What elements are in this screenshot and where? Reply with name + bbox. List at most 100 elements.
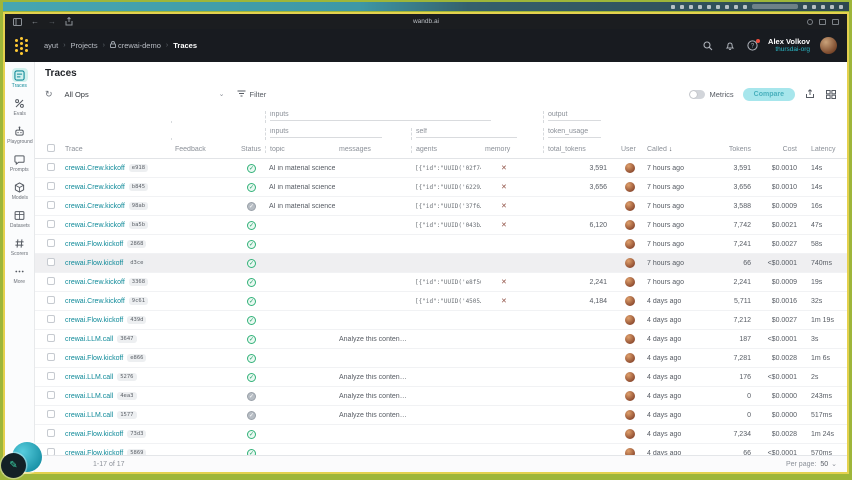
models-icon [12,180,28,194]
trace-link[interactable]: crewai.Flow.kickoff [65,430,124,438]
notifications-bell-icon[interactable] [724,40,736,52]
per-page-select[interactable]: 50 ⌄ [820,460,837,469]
row-checkbox[interactable] [47,315,55,323]
row-checkbox[interactable] [47,410,55,418]
row-checkbox[interactable] [47,163,55,171]
row-checkbox[interactable] [47,334,55,342]
breadcrumb-projects[interactable]: Projects [70,41,98,50]
breadcrumb-entity[interactable]: ayut [44,41,59,50]
trace-table-row[interactable]: crewai.LLM.call 4ea3 ✓ Analyze this conten…… [35,387,847,406]
refresh-icon[interactable]: ↻ [45,88,53,99]
latency-cell: 32s [811,297,823,305]
column-header-called[interactable]: Called ↓ [647,145,673,153]
trace-table-row[interactable]: crewai.Crew.kickoff 3368 ✓ [{"id":"UUID('e8… [35,273,847,292]
trace-link[interactable]: crewai.LLM.call [65,411,114,419]
column-header-status[interactable]: Status [241,145,261,153]
column-header-tokens[interactable]: Tokens [728,145,751,153]
row-checkbox[interactable] [47,277,55,285]
trace-table-row[interactable]: crewai.Crew.kickoff ba5b ✓ [{"id":"UUID('04… [35,216,847,235]
sidebar-item-datasets[interactable]: Datasets [6,206,34,231]
trace-table-row[interactable]: crewai.LLM.call 1577 ✓ Analyze this conten…… [35,406,847,425]
trace-link[interactable]: crewai.Crew.kickoff [65,202,125,210]
trace-id-badge: 3368 [128,278,149,286]
url-bar[interactable]: wandb.ai [412,18,440,25]
trace-link[interactable]: crewai.Flow.kickoff [65,449,124,456]
trace-link[interactable]: crewai.Crew.kickoff [65,278,125,286]
trace-table-row[interactable]: crewai.Crew.kickoff 98ab ✓ AI in material s… [35,197,847,216]
extension-icon[interactable] [807,18,813,25]
row-checkbox[interactable] [47,391,55,399]
row-checkbox[interactable] [47,182,55,190]
column-header-trace[interactable]: Trace [65,145,83,153]
sidebar-item-more[interactable]: More [6,262,34,287]
sidebar-item-evals[interactable]: Evals [6,94,34,119]
export-icon[interactable] [804,88,816,100]
back-icon[interactable]: ← [31,17,39,26]
column-header-latency[interactable]: Latency [811,145,836,153]
trace-table-row[interactable]: crewai.LLM.call 3647 ✓ Analyze this conten…… [35,330,847,349]
compare-button[interactable]: Compare [742,87,795,101]
row-checkbox[interactable] [47,372,55,380]
sidebar-item-models[interactable]: Models [6,178,34,203]
user-org[interactable]: thursdai-org [775,46,810,54]
column-header-memory[interactable]: memory [485,145,511,153]
trace-link[interactable]: crewai.Flow.kickoff [65,354,124,362]
help-icon[interactable]: ? [746,38,761,52]
trace-table-row[interactable]: crewai.Crew.kickoff e918 ✓ AI in material s… [35,159,847,178]
trace-link[interactable]: crewai.Flow.kickoff [65,316,124,324]
trace-link[interactable]: crewai.Crew.kickoff [65,221,125,229]
row-checkbox[interactable] [47,220,55,228]
sidebar-item-traces[interactable]: Traces [6,66,34,91]
trace-table-row[interactable]: crewai.Flow.kickoff 439d ✓ 4 days ago 7,212 $… [35,311,847,330]
sidebar-item-scorers[interactable]: Scorers [6,234,34,259]
sidebar-item-playground[interactable]: Playground [6,122,34,147]
trace-table-row[interactable]: crewai.LLM.call 5276 ✓ Analyze this conten…… [35,368,847,387]
trace-table-row[interactable]: crewai.Flow.kickoff 73d3 ✓ 4 days ago 7,234 $… [35,425,847,444]
annotation-tool-bubble[interactable]: ✎ [1,453,26,478]
trace-link[interactable]: crewai.Crew.kickoff [65,297,125,305]
row-checkbox[interactable] [47,448,55,455]
column-header-user[interactable]: User [621,145,636,153]
trace-link[interactable]: crewai.Flow.kickoff [65,259,124,267]
row-checkbox[interactable] [47,258,55,266]
trace-table-row[interactable]: crewai.Flow.kickoff 5869 ✓ 4 days ago 66 <$0.… [35,444,847,455]
column-header-cost[interactable]: Cost [782,145,797,153]
column-header-messages[interactable]: messages [339,145,371,153]
ops-filter-select[interactable]: All Ops ⌄ [61,88,229,101]
breadcrumb-traces[interactable]: Traces [173,41,198,50]
wandb-logo[interactable] [15,36,32,55]
sidebar-toggle-icon[interactable] [13,17,22,26]
forward-icon[interactable]: → [48,17,56,26]
search-icon[interactable] [702,40,714,52]
trace-link[interactable]: crewai.LLM.call [65,373,114,381]
trace-table-row[interactable]: crewai.Crew.kickoff 9c61 ✓ [{"id":"UUID('45… [35,292,847,311]
trace-table-row[interactable]: crewai.Crew.kickoff b845 ✓ AI in material s… [35,178,847,197]
breadcrumb-project[interactable]: crewai-demo [109,41,161,50]
sidebar-item-prompts[interactable]: Prompts [6,150,34,175]
column-header-topic[interactable]: topic [265,145,335,153]
trace-table-row[interactable]: crewai.Flow.kickoff e866 ✓ 4 days ago 7,281 $… [35,349,847,368]
trace-link[interactable]: crewai.LLM.call [65,392,114,400]
row-checkbox[interactable] [47,201,55,209]
trace-link[interactable]: crewai.Flow.kickoff [65,240,124,248]
select-all-checkbox[interactable] [47,144,55,152]
row-checkbox[interactable] [47,239,55,247]
new-window-icon[interactable] [832,18,839,25]
share-icon[interactable] [65,17,73,26]
row-checkbox[interactable] [47,296,55,304]
trace-table-row[interactable]: crewai.Flow.kickoff d3ce ✓ 7 hours ago 66 <$0… [35,254,847,273]
trace-table-row[interactable]: crewai.Flow.kickoff 2868 ✓ 7 hours ago 7,241… [35,235,847,254]
filter-button[interactable]: Filter [237,90,266,99]
trace-link[interactable]: crewai.Crew.kickoff [65,183,125,191]
column-header-feedback[interactable]: Feedback [175,145,206,153]
row-checkbox[interactable] [47,429,55,437]
user-avatar[interactable] [820,37,837,54]
trace-link[interactable]: crewai.LLM.call [65,335,114,343]
row-checkbox[interactable] [47,353,55,361]
tab-overview-icon[interactable] [819,18,826,25]
column-header-agents[interactable]: agents [411,145,481,153]
column-settings-icon[interactable] [825,88,837,100]
metrics-toggle[interactable] [689,89,706,99]
column-header-total-tokens[interactable]: total_tokens [543,145,617,153]
trace-link[interactable]: crewai.Crew.kickoff [65,164,125,172]
